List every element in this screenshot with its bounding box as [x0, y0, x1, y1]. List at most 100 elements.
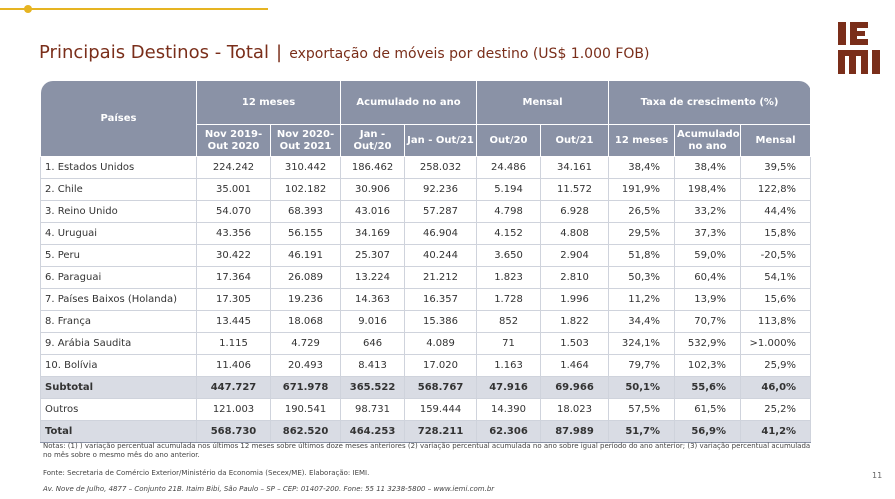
value-cell: 34.161: [540, 156, 610, 179]
value-cell: 159.444: [404, 398, 478, 421]
value-cell: 4.089: [404, 332, 478, 355]
value-cell: 464.253: [340, 420, 406, 443]
growth-rate-cell: 79,7%: [608, 354, 676, 377]
growth-rate-cell: 41,2%: [740, 420, 812, 443]
subheader-cell: Nov 2020- Out 2021: [269, 124, 342, 157]
growth-rate-cell: 198,4%: [674, 178, 742, 201]
value-cell: 68.393: [269, 200, 342, 223]
growth-rate-cell: 39,5%: [740, 156, 812, 179]
country-cell: Total: [40, 420, 197, 443]
value-cell: 4.729: [269, 332, 342, 355]
value-cell: 4.808: [540, 222, 610, 245]
growth-rate-cell: 56,9%: [674, 420, 742, 443]
value-cell: 17.305: [196, 288, 271, 311]
growth-rate-cell: >1.000%: [740, 332, 812, 355]
table-row: 1. Estados Unidos 224.242 310.442 186.462 25…: [40, 156, 812, 179]
growth-rate-cell: 13,9%: [674, 288, 742, 311]
page-title: Principais Destinos - Total | exportação…: [39, 42, 649, 63]
country-cell: 2. Chile: [40, 178, 197, 201]
subheader-cell: Jan - Out/21: [404, 124, 478, 157]
subtotal-row: Subtotal 447.727 671.978 365.522 568.767 47.9…: [40, 376, 812, 399]
growth-rate-cell: 61,5%: [674, 398, 742, 421]
header-row-subcolumns: Nov 2019- Out 2020 Nov 2020- Out 2021 Jan …: [41, 124, 812, 157]
footer-address: Av. Nove de Julho, 4877 – Conjunto 21B. …: [43, 485, 495, 493]
country-cell: 3. Reino Unido: [40, 200, 197, 223]
growth-rate-cell: 60,4%: [674, 266, 742, 289]
country-cell: 10. Bolívia: [40, 354, 197, 377]
value-cell: 6.928: [540, 200, 610, 223]
growth-rate-cell: 51,7%: [608, 420, 676, 443]
value-cell: 1.163: [476, 354, 542, 377]
value-cell: 69.966: [540, 376, 610, 399]
value-cell: 56.155: [269, 222, 342, 245]
country-cell: 5. Peru: [40, 244, 197, 267]
growth-rate-cell: 38,4%: [674, 156, 742, 179]
table-row: 2. Chile 35.001 102.182 30.906 92.236 5.194 11…: [40, 178, 812, 201]
value-cell: 54.070: [196, 200, 271, 223]
country-cell: Outros: [40, 398, 197, 421]
header-taxa-crescimento: Taxa de crescimento (%): [608, 80, 812, 125]
table-row: 5. Peru 30.422 46.191 25.307 40.244 3.650 2.90…: [40, 244, 812, 267]
value-cell: 4.152: [476, 222, 542, 245]
growth-rate-cell: 54,1%: [740, 266, 812, 289]
table-notes: Notas: (1) ) variação percentual acumula…: [43, 442, 811, 459]
value-cell: 57.287: [404, 200, 478, 223]
growth-rate-cell: 191,9%: [608, 178, 676, 201]
value-cell: 646: [340, 332, 406, 355]
value-cell: 40.244: [404, 244, 478, 267]
value-cell: 852: [476, 310, 542, 333]
growth-rate-cell: 15,8%: [740, 222, 812, 245]
subheader-cell: Out/21: [540, 124, 610, 157]
country-cell: Subtotal: [40, 376, 197, 399]
table-row: 3. Reino Unido 54.070 68.393 43.016 57.287 4.…: [40, 200, 812, 223]
value-cell: 20.493: [269, 354, 342, 377]
country-cell: 8. França: [40, 310, 197, 333]
value-cell: 1.503: [540, 332, 610, 355]
table-row: Outros 121.003 190.541 98.731 159.444 14.390 1…: [40, 398, 812, 421]
growth-rate-cell: 50,3%: [608, 266, 676, 289]
value-cell: 17.020: [404, 354, 478, 377]
title-main: Principais Destinos - Total: [39, 42, 269, 63]
value-cell: 1.823: [476, 266, 542, 289]
value-cell: 1.822: [540, 310, 610, 333]
title-subtitle: exportação de móveis por destino (US$ 1.…: [289, 46, 650, 62]
value-cell: 19.236: [269, 288, 342, 311]
growth-rate-cell: 26,5%: [608, 200, 676, 223]
value-cell: 9.016: [340, 310, 406, 333]
growth-rate-cell: 38,4%: [608, 156, 676, 179]
growth-rate-cell: 70,7%: [674, 310, 742, 333]
value-cell: 186.462: [340, 156, 406, 179]
subheader-cell: Acumulado no ano: [674, 124, 742, 157]
growth-rate-cell: 59,0%: [674, 244, 742, 267]
growth-rate-cell: 113,8%: [740, 310, 812, 333]
value-cell: 43.356: [196, 222, 271, 245]
value-cell: 92.236: [404, 178, 478, 201]
country-cell: 9. Arábia Saudita: [40, 332, 197, 355]
subheader-cell: 12 meses: [608, 124, 676, 157]
value-cell: 30.422: [196, 244, 271, 267]
value-cell: 2.904: [540, 244, 610, 267]
value-cell: 87.989: [540, 420, 610, 443]
growth-rate-cell: 33,2%: [674, 200, 742, 223]
value-cell: 365.522: [340, 376, 406, 399]
table-row: 8. França 13.445 18.068 9.016 15.386 852 1.822…: [40, 310, 812, 333]
value-cell: 14.363: [340, 288, 406, 311]
value-cell: 15.386: [404, 310, 478, 333]
table-row: 6. Paraguai 17.364 26.089 13.224 21.212 1.823…: [40, 266, 812, 289]
value-cell: 1.996: [540, 288, 610, 311]
value-cell: 13.445: [196, 310, 271, 333]
top-accent-dot: [24, 5, 32, 13]
value-cell: 11.572: [540, 178, 610, 201]
value-cell: 34.169: [340, 222, 406, 245]
value-cell: 35.001: [196, 178, 271, 201]
growth-rate-cell: 25,9%: [740, 354, 812, 377]
total-row: Total 568.730 862.520 464.253 728.211 62.306 8…: [40, 420, 812, 443]
value-cell: 568.767: [404, 376, 478, 399]
value-cell: 1.728: [476, 288, 542, 311]
source-note: Fonte: Secretaria de Comércio Exterior/M…: [43, 469, 370, 477]
growth-rate-cell: 532,9%: [674, 332, 742, 355]
growth-rate-cell: 29,5%: [608, 222, 676, 245]
value-cell: 447.727: [196, 376, 271, 399]
value-cell: 102.182: [269, 178, 342, 201]
growth-rate-cell: 37,3%: [674, 222, 742, 245]
